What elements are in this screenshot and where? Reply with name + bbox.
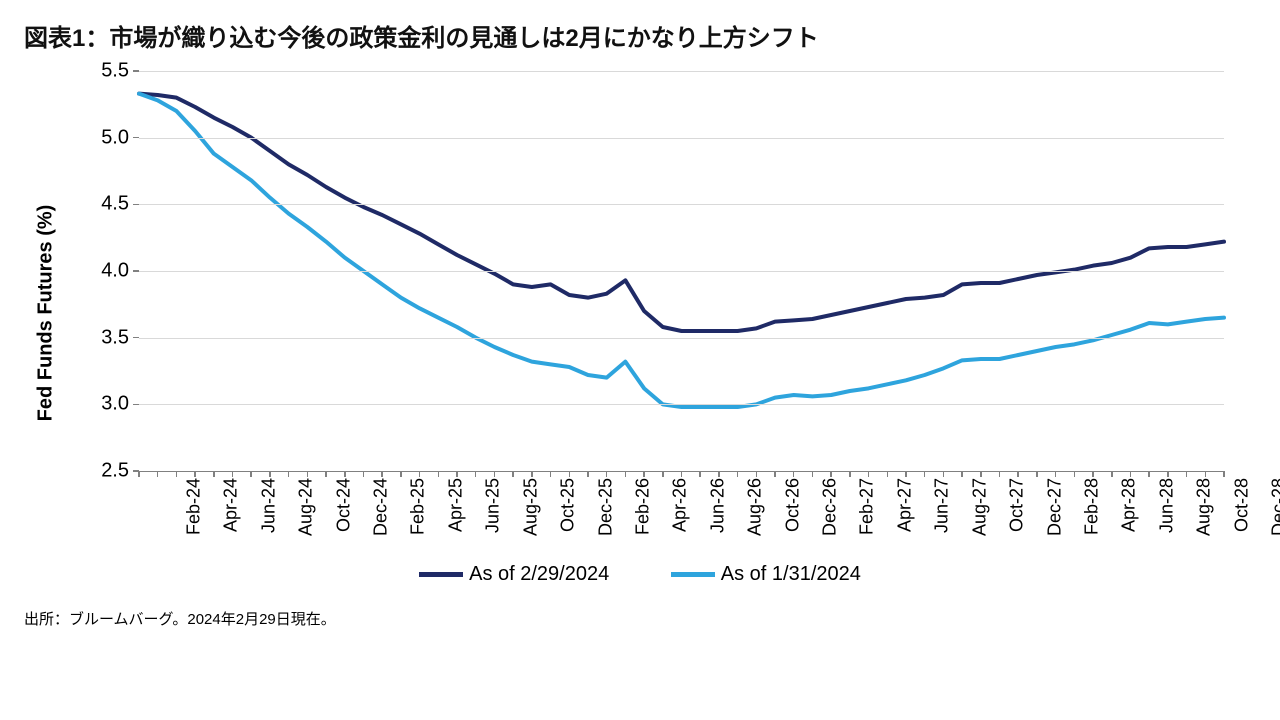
x-tick-label: Dec-27 <box>1044 478 1065 536</box>
x-tick-label: Feb-27 <box>857 478 878 535</box>
x-tick-label: Oct-24 <box>333 478 354 532</box>
x-tick-label: Apr-27 <box>894 478 915 532</box>
y-tick-label: 5.5 <box>101 60 129 83</box>
chart-area: Fed Funds Futures (%) 2.53.03.54.04.55.0… <box>84 71 1236 554</box>
x-tick-label: Apr-25 <box>445 478 466 532</box>
legend-label-1: As of 1/31/2024 <box>721 563 861 586</box>
plot-region: 2.53.03.54.04.55.05.5 <box>139 71 1224 472</box>
x-tick-label: Aug-28 <box>1194 478 1215 536</box>
y-tick-label: 3.5 <box>101 326 129 349</box>
legend-swatch-0 <box>419 572 463 577</box>
y-tick-label: 4.5 <box>101 193 129 216</box>
legend-label-0: As of 2/29/2024 <box>469 563 609 586</box>
chart-title: 図表1：市場が織り込む今後の政策金利の見通しは2月にかなり上方シフト <box>24 18 1256 53</box>
source-note: 出所：ブルームバーグ。2024年2月29日現在。 <box>24 608 1256 629</box>
x-tick-label: Oct-26 <box>782 478 803 532</box>
y-tick-label: 4.0 <box>101 260 129 283</box>
x-tick-label: Jun-25 <box>483 478 504 533</box>
x-tick-label: Jun-26 <box>707 478 728 533</box>
x-tick-label: Dec-24 <box>371 478 392 536</box>
x-tick-label: Dec-28 <box>1269 478 1280 536</box>
x-tick-label: Oct-25 <box>558 478 579 532</box>
x-tick-label: Dec-25 <box>595 478 616 536</box>
x-tick-label: Apr-26 <box>670 478 691 532</box>
x-tick-label: Jun-24 <box>258 478 279 533</box>
y-tick-label: 5.0 <box>101 126 129 149</box>
legend-swatch-1 <box>671 572 715 577</box>
x-axis: Feb-24Apr-24Jun-24Aug-24Oct-24Dec-24Feb-… <box>194 472 1279 554</box>
legend-item-1: As of 1/31/2024 <box>671 563 861 586</box>
x-tick-label: Aug-27 <box>969 478 990 536</box>
legend: As of 2/29/2024 As of 1/31/2024 <box>24 560 1256 586</box>
x-tick-label: Feb-25 <box>408 478 429 535</box>
y-tick-label: 3.0 <box>101 393 129 416</box>
x-tick-label: Oct-28 <box>1231 478 1252 532</box>
x-tick-label: Aug-24 <box>296 478 317 536</box>
x-tick-label: Apr-28 <box>1119 478 1140 532</box>
x-tick-label: Feb-24 <box>184 478 205 535</box>
gridline <box>139 338 1224 339</box>
series-line-0 <box>139 94 1224 331</box>
x-tick-label: Aug-25 <box>520 478 541 536</box>
gridline <box>139 71 1224 72</box>
gridline <box>139 271 1224 272</box>
x-tick-label: Oct-27 <box>1007 478 1028 532</box>
x-tick-label: Jun-28 <box>1156 478 1177 533</box>
x-tick-label: Apr-24 <box>221 478 242 532</box>
y-tick-label: 2.5 <box>101 460 129 483</box>
x-tick-label: Feb-26 <box>632 478 653 535</box>
x-tick-label: Jun-27 <box>932 478 953 533</box>
y-axis-label: Fed Funds Futures (%) <box>35 204 58 421</box>
gridline <box>139 138 1224 139</box>
legend-item-0: As of 2/29/2024 <box>419 563 609 586</box>
x-tick-label: Aug-26 <box>745 478 766 536</box>
gridline <box>139 404 1224 405</box>
series-line-1 <box>139 94 1224 407</box>
x-tick-label: Feb-28 <box>1081 478 1102 535</box>
gridline <box>139 204 1224 205</box>
x-tick-label: Dec-26 <box>820 478 841 536</box>
